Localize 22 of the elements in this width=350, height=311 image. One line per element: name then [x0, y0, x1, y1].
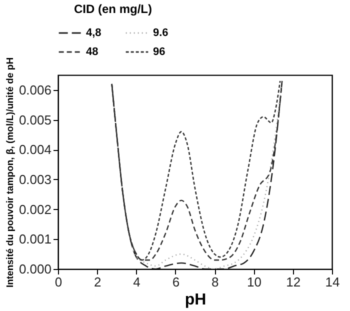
- x-axis-title: pH: [184, 292, 206, 308]
- x-tick-label: 8: [211, 274, 219, 290]
- y-tick-label: 0.006: [18, 82, 52, 98]
- x-tick-label: 12: [286, 274, 301, 290]
- x-tick-label: 2: [94, 274, 102, 290]
- legend-label: 96: [153, 46, 166, 58]
- y-tick-label: 0.005: [18, 112, 52, 128]
- y-tick-label: 0.003: [18, 172, 52, 187]
- legend-label: 48: [86, 46, 98, 58]
- legend-label: 4,8: [86, 27, 102, 39]
- y-axis-title: Intensité du pouvoir tampon, β, (mol/L)/unité de pH: [4, 57, 16, 288]
- y-tick-label: 0.000: [18, 262, 52, 276]
- legend-label: 9.6: [153, 27, 168, 39]
- x-tick-label: 6: [172, 274, 180, 290]
- x-tick-label: 4: [133, 274, 140, 290]
- y-tick-label: 0.001: [18, 232, 52, 247]
- x-tick-label: 0: [54, 274, 62, 290]
- x-tick-label: 14: [325, 274, 340, 290]
- y-tick-label: 0.004: [18, 142, 52, 158]
- y-tick-label: 0.002: [18, 202, 52, 217]
- x-tick-label: 10: [246, 274, 262, 290]
- legend-title: CID (en mg/L): [74, 2, 152, 16]
